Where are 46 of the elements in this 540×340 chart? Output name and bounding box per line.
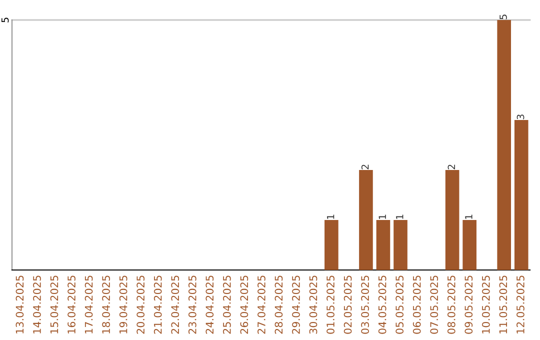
x-tick-label: 05.05.2025 bbox=[396, 276, 404, 334]
bar bbox=[514, 120, 528, 270]
x-tick-label: 16.04.2025 bbox=[68, 276, 76, 334]
x-tick-label: 23.04.2025 bbox=[188, 276, 196, 334]
bar bbox=[394, 220, 408, 270]
bar bbox=[462, 220, 476, 270]
x-tick-label: 08.05.2025 bbox=[447, 276, 456, 334]
bar bbox=[324, 220, 338, 270]
x-tick-label: 30.04.2025 bbox=[309, 276, 318, 334]
x-tick-label: 28.04.2025 bbox=[274, 276, 283, 334]
x-tick-label: 14.04.2025 bbox=[33, 276, 41, 334]
x-tick-label: 03.05.2025 bbox=[361, 276, 369, 334]
x-tick-label: 22.04.2025 bbox=[171, 276, 180, 334]
data-label: 3 bbox=[516, 114, 524, 120]
x-tick-label: 27.04.2025 bbox=[258, 276, 266, 334]
x-tick-label: 18.04.2025 bbox=[102, 276, 110, 334]
x-tick-label: 26.04.2025 bbox=[240, 276, 248, 334]
x-tick-label: 12.05.2025 bbox=[516, 276, 524, 334]
x-tick-label: 11.05.2025 bbox=[499, 276, 508, 334]
x-tick-label: 02.05.2025 bbox=[344, 276, 352, 334]
x-tick-label: 17.04.2025 bbox=[84, 276, 93, 334]
bar bbox=[445, 170, 460, 270]
x-tick-label: 15.04.2025 bbox=[50, 276, 58, 334]
data-label: 1 bbox=[378, 214, 386, 219]
x-tick-label: 25.04.2025 bbox=[222, 276, 231, 334]
data-label: 1 bbox=[327, 214, 334, 219]
data-label: 5 bbox=[500, 14, 507, 20]
data-label: 1 bbox=[465, 214, 472, 219]
x-tick-label: 04.05.2025 bbox=[378, 276, 386, 334]
x-tick-label: 29.04.2025 bbox=[292, 276, 300, 334]
x-tick-label: 13.04.2025 bbox=[16, 276, 24, 334]
data-label: 2 bbox=[448, 164, 455, 170]
x-tick-label: 20.04.2025 bbox=[136, 276, 145, 334]
bar bbox=[497, 20, 512, 270]
x-tick-label: 19.04.2025 bbox=[119, 276, 128, 334]
x-tick-label: 09.05.2025 bbox=[464, 276, 473, 334]
data-label: 1 bbox=[396, 214, 404, 219]
x-tick-label: 01.05.2025 bbox=[326, 276, 334, 334]
x-tick-label: 24.04.2025 bbox=[206, 276, 214, 334]
x-tick-label: 06.05.2025 bbox=[412, 276, 421, 334]
x-tick-label: 21.04.2025 bbox=[154, 276, 162, 334]
data-label: 2 bbox=[361, 164, 369, 170]
x-tick-label: 10.05.2025 bbox=[482, 276, 490, 334]
x-tick-label: 07.05.2025 bbox=[430, 276, 438, 334]
bar bbox=[359, 170, 373, 270]
bar bbox=[376, 220, 390, 270]
